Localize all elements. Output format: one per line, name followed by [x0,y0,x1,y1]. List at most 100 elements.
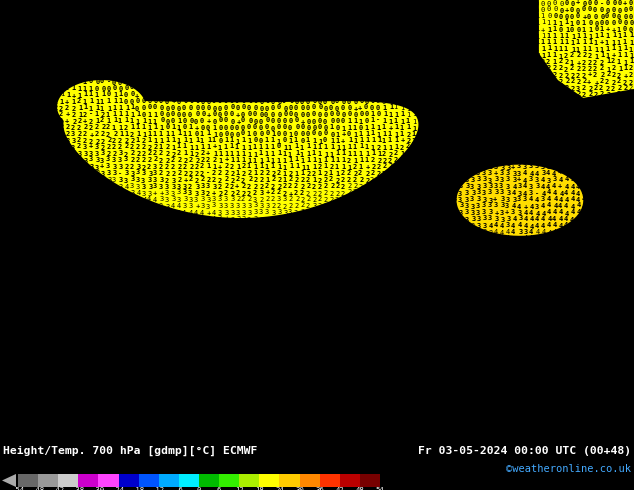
Text: 0: 0 [341,47,346,53]
Text: 0: 0 [88,7,93,13]
Text: 8: 8 [84,307,88,313]
Text: 7: 7 [318,406,323,412]
Text: 3: 3 [489,209,493,215]
Text: 5: 5 [323,314,327,319]
Text: 7: 7 [0,307,4,313]
Text: 4: 4 [411,307,416,313]
Text: 5: 5 [383,367,387,373]
Text: 7: 7 [347,413,351,419]
Text: 5: 5 [306,301,310,308]
Text: 9: 9 [30,368,34,373]
Text: 4: 4 [606,268,611,274]
Text: 4: 4 [411,288,415,294]
Text: 4: 4 [106,196,110,203]
Text: 9: 9 [183,407,188,413]
Text: 6: 6 [406,432,410,438]
Text: 4: 4 [412,262,417,269]
Text: 8: 8 [318,425,322,431]
Text: 4: 4 [565,197,569,203]
Text: 4: 4 [581,340,586,346]
Text: 9: 9 [130,413,134,419]
Text: 4: 4 [347,269,351,275]
Text: 4: 4 [459,276,463,282]
Text: 1: 1 [282,150,287,157]
Text: 4: 4 [418,342,422,347]
Text: 4: 4 [571,204,574,210]
Text: 4: 4 [512,392,517,398]
Text: 5: 5 [611,386,616,392]
Text: 4: 4 [100,197,105,203]
Text: 3: 3 [172,178,176,184]
Text: 9: 9 [231,439,235,445]
Text: 3: 3 [430,242,434,247]
Text: 0: 0 [318,112,322,118]
Text: 2: 2 [1,47,6,53]
Text: 0: 0 [346,131,351,138]
Text: 9: 9 [48,420,53,426]
Text: 3: 3 [571,118,575,124]
Text: 6: 6 [377,393,381,399]
Text: +: + [325,281,328,287]
Text: 2: 2 [166,144,170,150]
Text: 1: 1 [489,72,493,78]
Text: +: + [182,315,186,320]
Text: 2: 2 [529,105,534,112]
Text: 8: 8 [300,433,304,439]
Text: +: + [353,426,357,432]
Text: 6: 6 [406,419,410,425]
Text: 4: 4 [13,158,17,164]
Text: 1: 1 [330,152,334,158]
Text: 2: 2 [459,98,463,104]
Text: 3: 3 [100,158,104,164]
Text: 9: 9 [153,431,157,438]
Text: 4: 4 [518,354,522,360]
Text: 2: 2 [577,66,581,73]
Text: 5: 5 [60,189,65,196]
Text: 5: 5 [582,418,586,424]
Text: 7: 7 [8,256,11,262]
Text: 0: 0 [254,13,258,19]
Text: 4: 4 [131,196,134,202]
Text: 6: 6 [353,361,357,367]
Text: 3: 3 [593,111,598,117]
Text: 4: 4 [77,183,81,189]
Text: 6: 6 [412,433,416,439]
Text: 0: 0 [377,111,381,118]
Text: 0: 0 [88,20,93,25]
Text: 0: 0 [377,53,381,59]
Text: 6: 6 [295,361,299,367]
Text: 6: 6 [148,242,153,248]
Text: 9: 9 [171,399,174,405]
Text: 3: 3 [307,242,311,248]
Text: 0: 0 [76,6,81,13]
Text: 0: 0 [188,105,193,111]
Text: +: + [242,354,247,360]
Text: 5: 5 [94,216,98,222]
Text: 7: 7 [1,287,5,294]
Text: 3: 3 [465,256,470,262]
Text: 3: 3 [377,216,381,222]
Text: 4: 4 [405,341,410,347]
Text: 4: 4 [582,177,586,183]
Text: 9: 9 [148,412,152,417]
Text: 4: 4 [65,184,69,190]
Text: 0: 0 [288,26,293,32]
Text: 5: 5 [571,412,574,417]
Text: 4: 4 [517,302,521,308]
Text: 7: 7 [82,268,87,273]
Text: 3: 3 [388,237,392,243]
Text: +: + [453,347,457,353]
Text: 2: 2 [82,138,87,144]
Text: 4: 4 [393,321,398,327]
Text: 5: 5 [365,380,370,387]
Text: 2: 2 [153,150,157,156]
Text: 6: 6 [172,274,176,280]
Text: 6: 6 [77,262,81,268]
Text: 3: 3 [517,196,521,202]
Text: 5: 5 [19,217,23,222]
Text: 8: 8 [41,321,46,327]
Text: 0: 0 [441,59,445,66]
Text: 0: 0 [59,0,63,6]
Text: +: + [418,183,422,190]
Text: 0: 0 [200,40,205,46]
